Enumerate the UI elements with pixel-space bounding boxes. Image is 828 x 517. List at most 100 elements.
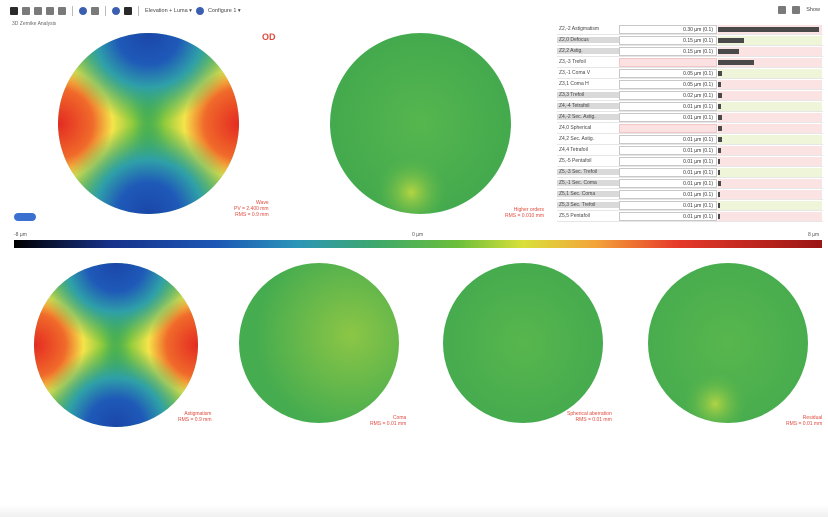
- coefficient-bar-fill: [718, 48, 739, 54]
- map-label-line: RMS = 0.01 mm: [575, 417, 612, 423]
- wavefront-map[interactable]: [58, 33, 239, 214]
- coefficient-value: 0.01 µm (0.1): [619, 134, 717, 144]
- coma-map[interactable]: [239, 263, 399, 423]
- map-label-line: Astigmatism: [184, 411, 212, 417]
- coefficient-value: 0.01 µm (0.1): [619, 101, 717, 111]
- config-icon[interactable]: [195, 7, 204, 15]
- map-label-line: Wave: [256, 200, 269, 206]
- coefficient-bar-fill: [718, 202, 721, 208]
- coefficient-row[interactable]: Z5,-5 Pentafoil 0.01 µm (0.1): [557, 156, 823, 167]
- zoom-icon[interactable]: [79, 7, 87, 15]
- coefficient-value: 0.01 µm (0.1): [619, 211, 717, 221]
- residual-map[interactable]: [648, 263, 808, 423]
- toolbar-divider: [105, 6, 106, 16]
- coefficient-bar-fill: [718, 158, 721, 164]
- map-label-line: PV = 2.400 mm: [234, 206, 269, 212]
- coefficient-row[interactable]: Z4,2 Sec. Astig. 0.01 µm (0.1): [557, 134, 823, 145]
- coefficient-row[interactable]: Z5,1 Sec. Coma 0.01 µm (0.1): [557, 189, 823, 200]
- coefficient-bar: [718, 101, 822, 111]
- settings-icon[interactable]: [91, 7, 99, 15]
- target-icon[interactable]: [112, 7, 120, 15]
- coefficient-bar: [718, 145, 822, 155]
- coefficient-name: Z2,2 Astig.: [557, 48, 619, 54]
- coefficient-row[interactable]: Z5,5 Pentafoil 0.01 µm (0.1): [557, 211, 823, 222]
- coefficient-row[interactable]: Z3,-1 Coma V 0.05 µm (0.1): [557, 68, 823, 79]
- higher-order-map[interactable]: [330, 33, 511, 214]
- status-strip: [0, 505, 828, 517]
- coefficient-bar: [718, 178, 822, 188]
- show-button[interactable]: Show: [806, 7, 820, 13]
- coefficient-bar-fill: [718, 136, 723, 142]
- coefficient-row[interactable]: Z3,1 Coma H 0.05 µm (0.1): [557, 79, 823, 90]
- coefficient-bar-fill: [718, 59, 755, 65]
- coefficient-name: Z5,3 Sec. Trefoil: [557, 202, 619, 208]
- toolbar-divider: [72, 6, 73, 16]
- coefficient-name: Z4,0 Spherical: [559, 125, 592, 131]
- coefficient-bar: [718, 200, 822, 210]
- coefficient-row[interactable]: Z3,-3 Trefoil: [557, 57, 823, 68]
- open-icon[interactable]: [22, 7, 30, 15]
- coefficient-name: Z2,-2 Astigmatism: [559, 26, 600, 32]
- coefficient-value: 0.01 µm (0.1): [619, 178, 717, 188]
- coefficient-bar: [718, 79, 822, 89]
- coefficient-bar-fill: [718, 169, 721, 175]
- config-dropdown[interactable]: Configure 1 ▾: [207, 8, 241, 14]
- coefficient-value: 0.30 µm (0.1): [619, 24, 717, 34]
- coefficient-row[interactable]: Z3,3 Trefoil 0.02 µm (0.1): [557, 90, 823, 101]
- coefficient-bar: [718, 24, 822, 34]
- map-label-line: RMS = 0.01 mm: [370, 421, 407, 427]
- grid-icon[interactable]: [58, 7, 66, 15]
- coefficient-name: Z4,-2 Sec. Astig.: [557, 114, 619, 120]
- toggle-badge[interactable]: [14, 213, 36, 221]
- coefficient-value: [619, 57, 717, 67]
- coefficient-bar-fill: [718, 37, 744, 43]
- coefficient-row[interactable]: Z4,4 Tetrafoil 0.01 µm (0.1): [557, 145, 823, 156]
- coefficient-name: Z3,3 Trefoil: [557, 92, 619, 98]
- coefficient-name: Z3,-1 Coma V: [559, 70, 591, 76]
- color-scale-bar: [14, 240, 822, 248]
- scale-max-label: 8 µm: [808, 232, 820, 238]
- coefficient-bar-fill: [718, 147, 722, 153]
- copy-icon[interactable]: [46, 7, 54, 15]
- coefficient-row[interactable]: Z4,0 Spherical: [557, 123, 823, 134]
- astigmatism-map[interactable]: [34, 263, 198, 427]
- astigmatism-label: Astigmatism RMS = 0.9 mm: [178, 411, 211, 423]
- coefficient-bar: [718, 90, 822, 100]
- eye-icon[interactable]: [124, 7, 132, 15]
- wavefront-label: Wave PV = 2.400 mm RMS = 0.9 mm: [234, 200, 269, 218]
- expand-icon[interactable]: [778, 6, 787, 14]
- map-label-line: RMS = 0.01 mm: [786, 421, 823, 427]
- coefficient-value: 0.01 µm (0.1): [619, 167, 717, 177]
- coefficient-row[interactable]: Z2,-2 Astigmatism 0.30 µm (0.1): [557, 24, 823, 35]
- coefficient-row[interactable]: Z4,-2 Sec. Astig. 0.01 µm (0.1): [557, 112, 823, 123]
- coefficient-bar-fill: [718, 70, 723, 76]
- save-icon[interactable]: [10, 7, 18, 15]
- coefficient-row[interactable]: Z2,2 Astig. 0.15 µm (0.1): [557, 46, 823, 57]
- coefficient-name: Z3,-3 Trefoil: [559, 59, 586, 65]
- coefficient-row[interactable]: Z5,-1 Sec. Coma 0.01 µm (0.1): [557, 178, 823, 189]
- coefficient-value: 0.01 µm (0.1): [619, 200, 717, 210]
- coefficient-name: Z5,-1 Sec. Coma: [557, 180, 619, 186]
- coefficient-row[interactable]: Z2,0 Defocus 0.15 µm (0.1): [557, 35, 823, 46]
- print-icon[interactable]: [34, 7, 42, 15]
- map-label-line: Coma: [392, 415, 407, 421]
- coefficient-bar: [718, 211, 822, 221]
- zernike-coefficient-panel: Z2,-2 Astigmatism 0.30 µm (0.1) Z2,0 Defoc…: [557, 24, 823, 222]
- view-dropdown[interactable]: Elevation + Luma ▾: [145, 8, 192, 14]
- scale-mid-label: 0 µm: [412, 232, 424, 238]
- coefficient-bar: [718, 46, 822, 56]
- coefficient-bar-fill: [718, 125, 723, 131]
- coefficient-bar: [718, 134, 822, 144]
- coefficient-name: Z3,1 Coma H: [559, 81, 589, 87]
- coefficient-row[interactable]: Z4,-4 Tetrafoil 0.01 µm (0.1): [557, 101, 823, 112]
- scale-min-label: -8 µm: [14, 232, 27, 238]
- coefficient-bar: [718, 112, 822, 122]
- coefficient-bar: [718, 68, 822, 78]
- coefficient-row[interactable]: Z5,-3 Sec. Trefoil 0.01 µm (0.1): [557, 167, 823, 178]
- coefficient-value: 0.01 µm (0.1): [619, 156, 717, 166]
- spherical-aberration-map[interactable]: [443, 263, 603, 423]
- coefficient-row[interactable]: Z5,3 Sec. Trefoil 0.01 µm (0.1): [557, 200, 823, 211]
- coefficient-value: 0.01 µm (0.1): [619, 112, 717, 122]
- coefficient-value: 0.05 µm (0.1): [619, 68, 717, 78]
- pin-icon[interactable]: [792, 6, 801, 14]
